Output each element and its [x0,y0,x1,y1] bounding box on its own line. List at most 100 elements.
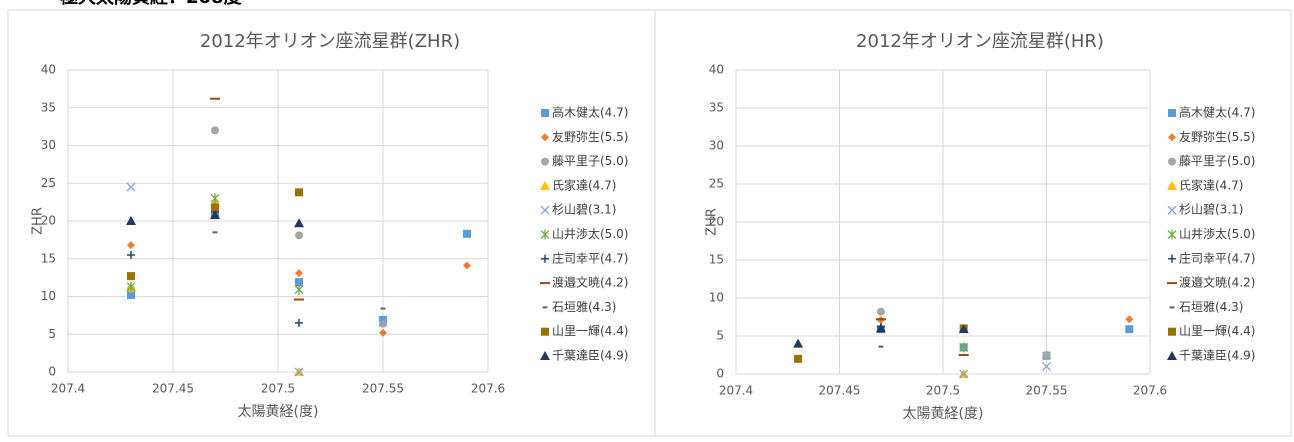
legend-label: 庄司幸平(4.7) [552,250,628,265]
y-tick-label: 20 [709,215,724,229]
marker [540,351,550,360]
marker [1168,327,1176,336]
marker [126,281,136,292]
marker [959,369,969,379]
marker [1167,229,1177,240]
y-tick-label: 25 [709,177,724,191]
marker [211,203,219,212]
y-tick-label: 30 [709,139,724,153]
marker [379,319,387,328]
legend-label: 友野弥生(5.5) [1179,129,1255,144]
marker [127,272,135,281]
legend-label: 石垣雅(4.3) [1179,299,1243,314]
marker [1168,254,1176,263]
marker [1125,325,1134,334]
marker [295,188,303,197]
y-tick-label: 5 [48,327,56,341]
y-tick-label: 20 [41,214,56,228]
marker [541,109,549,117]
marker [463,261,471,270]
marker [541,254,549,263]
legend-label: 藤平里子(5.0) [552,154,628,168]
legend-label: 山里一輝(4.4) [1179,324,1255,338]
legend-label: 藤平里子(5.0) [1179,154,1255,168]
marker [294,284,304,295]
y-tick-label: 0 [716,367,724,381]
legend-label: 杉山碧(3.1) [1179,203,1243,217]
marker [1168,157,1176,166]
marker [378,317,388,327]
legend-label: 氏家達(4.7) [552,177,616,192]
x-tick-label: 207.55 [362,382,404,396]
marker [958,324,969,334]
marker [875,323,886,333]
y-tick-label: 25 [41,176,56,190]
y-tick-label: 15 [709,253,724,267]
legend-label: 高木健太(4.7) [1179,105,1255,120]
legend-label: 山井渉太(5.0) [552,226,628,241]
x-tick-label: 207.4 [51,382,85,396]
legend-label: 山里一輝(4.4) [552,324,628,338]
legend-label: 石垣雅(4.3) [552,299,616,314]
x-tick-label: 207.55 [1026,384,1068,398]
marker [294,367,304,377]
legend-label: 氏家達(4.7) [1179,177,1243,192]
marker [210,209,220,219]
y-tick-label: 15 [41,251,56,265]
marker [1168,133,1176,142]
marker [1167,351,1177,360]
marker [1042,351,1051,359]
legend-label: 友野弥生(5.5) [552,129,628,144]
legend-label: 高木健太(4.7) [552,105,628,120]
marker [541,133,549,142]
chart-frame [654,9,1292,437]
x-tick-label: 207.6 [1133,384,1167,398]
x-axis-label: 太陽黄経(度) [903,405,984,422]
marker [127,250,135,259]
legend-label: 渡邉文暁(4.2) [1179,275,1255,290]
marker [379,328,387,337]
marker [126,216,136,225]
marker [540,205,550,215]
x-tick-label: 207.45 [152,382,194,396]
marker [793,338,804,348]
marker [1167,180,1177,190]
marker [295,318,303,327]
marker [295,231,303,240]
y-tick-label: 40 [709,63,724,77]
x-tick-label: 207.6 [471,382,505,396]
y-axis-label: ZHR [705,208,720,236]
x-tick-label: 207.5 [926,384,960,398]
marker [541,327,549,336]
legend-label: 千葉達臣(4.9) [552,349,628,363]
marker [541,157,549,166]
y-tick-label: 40 [41,63,56,77]
y-tick-label: 35 [41,100,56,114]
y-tick-label: 5 [716,329,724,343]
x-tick-label: 207.4 [719,384,753,398]
marker [210,193,220,204]
x-tick-label: 207.45 [819,384,861,398]
legend-label: 庄司幸平(4.7) [1179,250,1255,265]
y-tick-label: 30 [41,138,56,152]
chart-title: 2012年オリオン座流星群(ZHR) [200,31,460,52]
legend-label: 渡邉文暁(4.2) [552,275,628,290]
marker [540,229,550,240]
marker [1042,361,1051,371]
marker [126,182,136,192]
marker [295,278,303,287]
y-axis-label: ZHR [31,207,46,235]
marker [1125,315,1134,324]
y-tick-label: 10 [709,291,724,305]
legend-label: 杉山碧(3.1) [552,203,616,217]
marker [540,180,550,190]
marker [794,354,803,363]
marker [959,342,969,353]
marker [127,290,135,299]
marker [295,269,303,278]
marker [1167,205,1177,215]
marker [127,241,135,250]
marker [876,307,885,316]
